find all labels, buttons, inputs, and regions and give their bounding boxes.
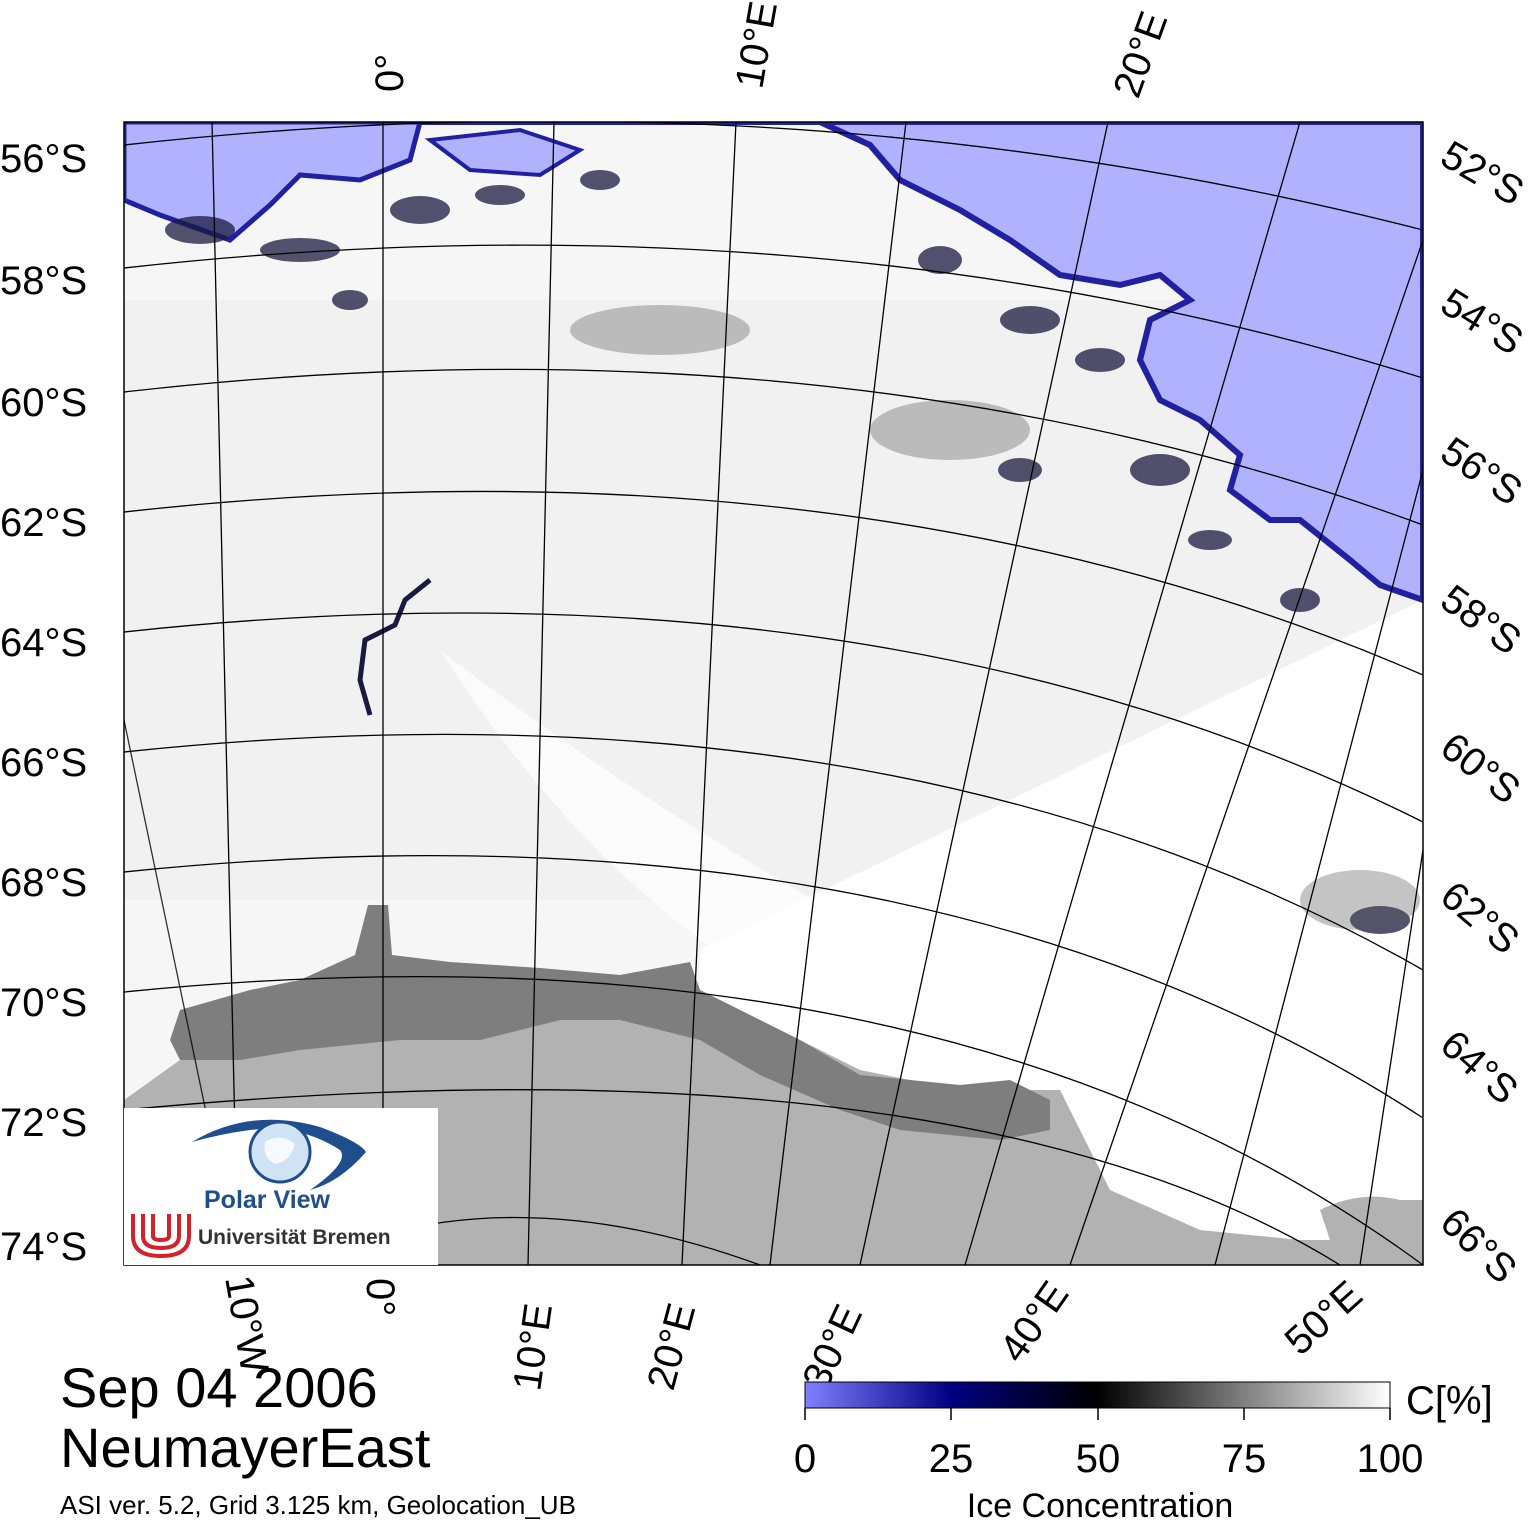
colorbar-unit: C[%] bbox=[1406, 1379, 1493, 1423]
logo-box: Polar View Universität Bremen bbox=[124, 1108, 438, 1265]
region-label: NeumayerEast bbox=[60, 1416, 431, 1479]
lon-label: 40°E bbox=[991, 1274, 1077, 1371]
university-bremen-u-icon bbox=[131, 1214, 191, 1259]
colorbar-tick-label: 25 bbox=[929, 1437, 974, 1481]
lat-label: 60°S bbox=[1432, 724, 1528, 812]
colorbar-gradient bbox=[804, 1381, 1391, 1409]
lat-label: 62°S bbox=[0, 501, 87, 545]
ice-lead bbox=[357, 578, 432, 716]
colorbar: 0 25 50 75 100 C[%] Ice Concentration bbox=[794, 1379, 1493, 1523]
open-water-northwest bbox=[124, 122, 423, 243]
lat-label: 70°S bbox=[0, 981, 87, 1025]
lat-label: 68°S bbox=[0, 861, 87, 905]
graticule bbox=[124, 122, 1423, 1265]
lat-label: 58°S bbox=[0, 259, 87, 303]
logo-polar-view: Polar View bbox=[204, 1186, 330, 1214]
lat-label: 66°S bbox=[0, 741, 87, 785]
lon-label: 0° bbox=[358, 1278, 402, 1316]
colorbar-tick-label: 0 bbox=[794, 1437, 816, 1481]
map-area bbox=[124, 122, 1423, 1265]
lat-label: 64°S bbox=[0, 621, 87, 665]
lon-label: 50°E bbox=[1277, 1273, 1371, 1364]
lat-label: 52°S bbox=[1434, 133, 1531, 215]
ice-edge-patches bbox=[165, 170, 1410, 934]
lat-label: 66°S bbox=[1432, 1200, 1525, 1292]
longitude-labels-top: 0° 10°E 20°E bbox=[368, 0, 1176, 103]
lat-label: 60°S bbox=[0, 381, 87, 425]
lat-label: 74°S bbox=[0, 1225, 87, 1269]
lat-label: 54°S bbox=[1433, 280, 1530, 364]
colorbar-tick-label: 100 bbox=[1357, 1437, 1424, 1481]
ice-shelf bbox=[170, 905, 1050, 1140]
colorbar-title: Ice Concentration bbox=[967, 1487, 1234, 1523]
lat-label: 64°S bbox=[1432, 1022, 1526, 1113]
lat-label: 58°S bbox=[1433, 577, 1529, 664]
lat-label: 56°S bbox=[0, 137, 87, 181]
lon-label: 10°E bbox=[728, 0, 786, 92]
lon-label: 20°E bbox=[639, 1299, 704, 1395]
map-frame bbox=[123, 121, 1424, 1266]
lon-label: 20°E bbox=[1105, 6, 1176, 103]
lon-label: 30°E bbox=[794, 1298, 871, 1396]
lat-label: 62°S bbox=[1432, 873, 1527, 963]
latitude-labels-left: 56°S 58°S 60°S 62°S 64°S 66°S 68°S 70°S … bbox=[0, 137, 87, 1269]
colorbar-ticks bbox=[804, 1408, 1391, 1420]
lon-label: 0° bbox=[368, 54, 412, 92]
logo-institution: Universität Bremen bbox=[198, 1226, 391, 1249]
colorbar-tick-label: 50 bbox=[1076, 1437, 1121, 1481]
lat-label: 56°S bbox=[1433, 429, 1530, 514]
lat-label: 72°S bbox=[0, 1101, 87, 1145]
date-label: Sep 04 2006 bbox=[60, 1356, 378, 1419]
longitude-labels-bottom: 10°W 0° 10°E 20°E 30°E 40°E 50°E bbox=[216, 1272, 1371, 1396]
lon-label: 10°E bbox=[505, 1301, 561, 1393]
product-info: ASI ver. 5.2, Grid 3.125 km, Geolocation… bbox=[60, 1490, 576, 1520]
antarctic-land bbox=[124, 970, 1423, 1265]
open-water-north bbox=[124, 122, 1423, 604]
colorbar-tick-label: 75 bbox=[1222, 1437, 1267, 1481]
eye-globe-icon bbox=[192, 1119, 366, 1190]
latitude-labels-right: 52°S 54°S 56°S 58°S 60°S 62°S 64°S 66°S bbox=[1432, 133, 1531, 1292]
